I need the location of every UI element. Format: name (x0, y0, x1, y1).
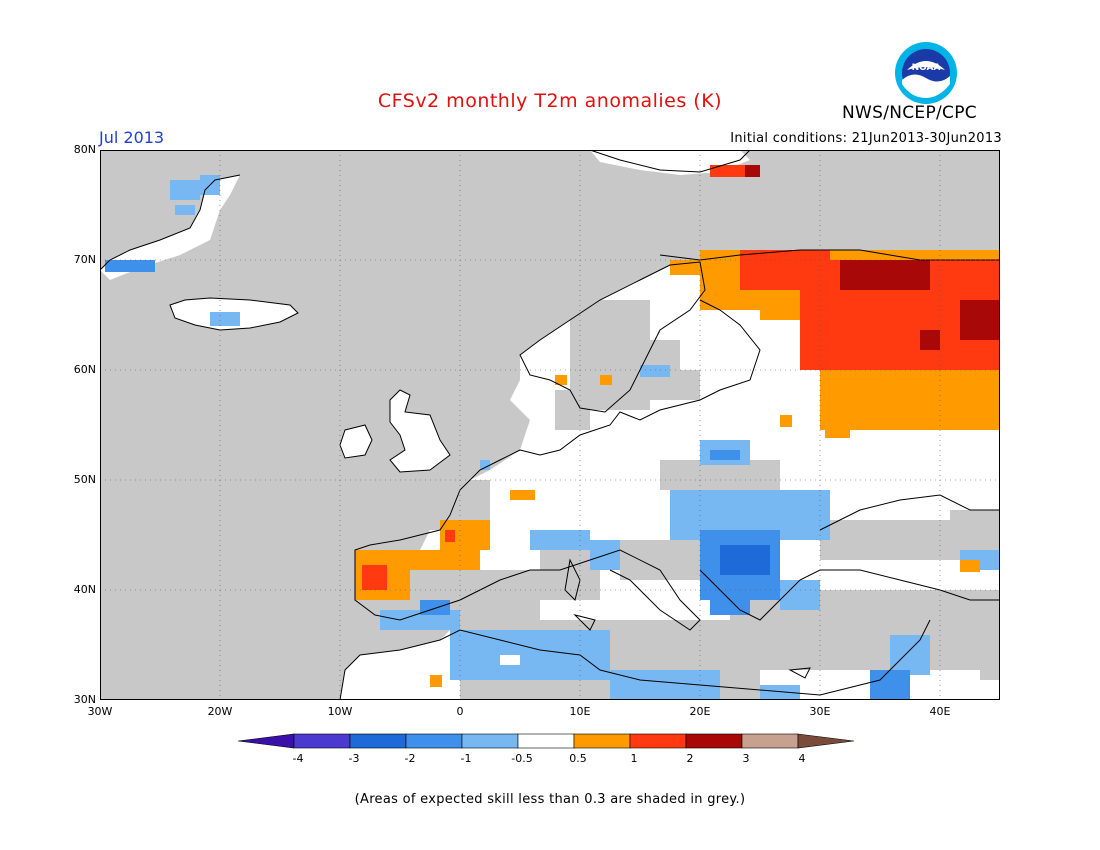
initial-conditions: Initial conditions: 21Jun2013-30Jun2013 (730, 131, 1002, 146)
colorbar-segment (349, 733, 407, 749)
noaa-logo-icon: NOAA (895, 42, 957, 104)
colorbar-label-neg4: -4 (292, 752, 304, 765)
colorbar-label-neg2: -2 (404, 752, 416, 765)
lat-label-50n: 50N (73, 473, 96, 486)
colorbar-label-pos1: 1 (630, 752, 638, 765)
colorbar-label-neg1: -1 (460, 752, 472, 765)
colorbar-segment (405, 733, 463, 749)
agency-label: NWS/NCEP/CPC (842, 103, 977, 123)
lat-label-70n: 70N (73, 253, 96, 266)
lon-label-30e: 30E (809, 705, 831, 718)
skill-footnote: (Areas of expected skill less than 0.3 a… (354, 792, 746, 807)
colorbar-label-pos2: 2 (686, 752, 694, 765)
colorbar (238, 733, 855, 749)
anomaly-map (100, 150, 1000, 700)
lon-label-20w: 20W (207, 705, 233, 718)
colorbar-segment (685, 733, 743, 749)
colorbar-label-pos05: 0.5 (569, 752, 587, 765)
colorbar-arrow-high (797, 733, 855, 749)
colorbar-segment (293, 733, 351, 749)
colorbar-label-pos3: 3 (742, 752, 750, 765)
lat-label-40n: 40N (73, 583, 96, 596)
forecast-month: Jul 2013 (99, 128, 165, 147)
map-title: CFSv2 monthly T2m anomalies (K) (377, 90, 723, 112)
lat-label-60n: 60N (73, 363, 96, 376)
colorbar-segment (741, 733, 799, 749)
colorbar-label-neg05: -0.5 (511, 752, 533, 765)
lat-label-30n: 30N (73, 693, 96, 706)
lat-label-80n: 80N (73, 143, 96, 156)
lon-label-10w: 10W (327, 705, 353, 718)
colorbar-segment (517, 733, 575, 749)
colorbar-segment (573, 733, 631, 749)
colorbar-arrow-low (238, 733, 295, 749)
lon-label-0: 0 (456, 705, 464, 718)
colorbar-segment (461, 733, 519, 749)
svg-text:NOAA: NOAA (912, 63, 941, 73)
lon-label-10e: 10E (569, 705, 591, 718)
lon-label-40e: 40E (929, 705, 951, 718)
colorbar-segment (629, 733, 687, 749)
lon-label-20e: 20E (689, 705, 711, 718)
colorbar-label-pos4: 4 (798, 752, 806, 765)
colorbar-label-neg3: -3 (348, 752, 360, 765)
lon-label-30w: 30W (87, 705, 113, 718)
gridlines (100, 150, 1000, 700)
